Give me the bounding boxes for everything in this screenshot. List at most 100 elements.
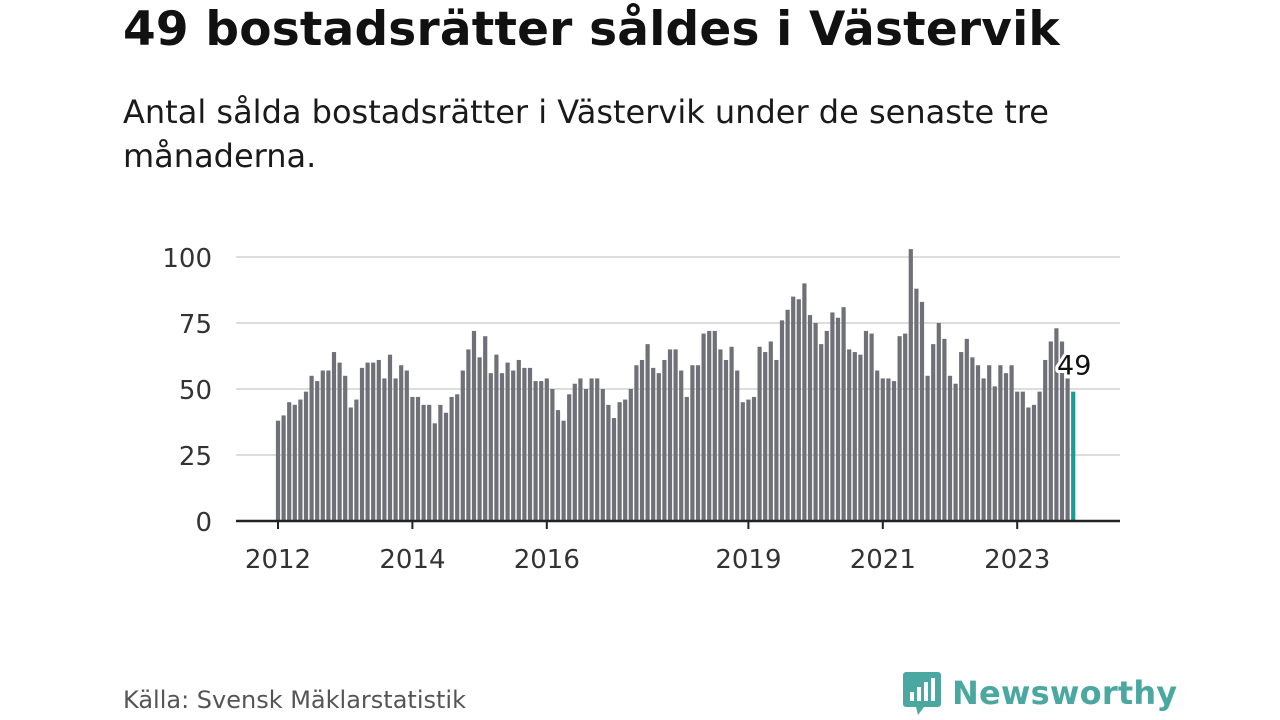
bar — [925, 375, 930, 521]
chart-subtitle: Antal sålda bostadsrätter i Västervik un… — [123, 93, 1049, 175]
bar — [841, 307, 846, 521]
bar — [550, 389, 555, 521]
bar — [371, 362, 376, 521]
bar — [729, 346, 734, 521]
bar — [539, 381, 544, 521]
x-tick-label: 2021 — [850, 545, 916, 575]
bar — [970, 357, 975, 521]
bar — [365, 362, 370, 521]
bar — [740, 402, 745, 521]
bar — [903, 333, 908, 521]
bar — [320, 370, 325, 521]
bar — [292, 404, 297, 521]
bar — [455, 394, 460, 521]
bar — [376, 359, 381, 521]
bar — [634, 365, 639, 521]
bar — [583, 389, 589, 521]
bar-highlight — [1071, 391, 1076, 521]
bar — [863, 330, 869, 521]
bar — [404, 370, 409, 521]
bar — [443, 412, 449, 521]
bar — [382, 378, 387, 521]
bar — [623, 399, 628, 521]
bar — [942, 338, 947, 521]
bar — [947, 375, 953, 521]
data-label-last: 49 — [1057, 351, 1091, 382]
bar — [673, 349, 678, 521]
bar — [763, 352, 768, 521]
bar — [723, 359, 729, 521]
brand-logo: Newsworthy — [902, 670, 1177, 716]
bar — [835, 317, 841, 521]
x-tick-label: 2012 — [245, 545, 311, 575]
bar — [1026, 407, 1031, 521]
chart-title: 49 bostadsrätter såldes i Västervik — [123, 2, 1060, 57]
bar — [628, 389, 633, 521]
bar — [544, 378, 549, 521]
bar — [449, 396, 454, 521]
bar — [1031, 404, 1037, 521]
bar — [466, 349, 471, 521]
bar — [891, 381, 897, 521]
bar — [303, 391, 309, 521]
bar — [975, 365, 981, 521]
x-tick-label: 2019 — [715, 545, 781, 575]
bar — [639, 359, 645, 521]
bar — [1009, 365, 1014, 521]
bar — [785, 309, 790, 521]
bar — [869, 333, 874, 521]
bar — [572, 383, 577, 521]
bar — [779, 320, 785, 521]
bar — [875, 370, 880, 521]
x-tick-label: 2016 — [514, 545, 580, 575]
bar — [359, 367, 365, 521]
bar — [1015, 391, 1020, 521]
bar — [410, 396, 415, 521]
bar — [1043, 359, 1048, 521]
bar — [852, 352, 857, 521]
y-tick-label: 100 — [162, 244, 212, 274]
bar — [695, 365, 701, 521]
bar — [914, 288, 919, 521]
bar — [315, 381, 320, 521]
bar — [561, 420, 566, 521]
bar — [1054, 328, 1059, 521]
y-tick-label: 25 — [179, 442, 212, 472]
bar — [936, 323, 941, 521]
bar — [718, 349, 723, 521]
brand-name: Newsworthy — [952, 674, 1178, 712]
bar — [897, 336, 902, 521]
bar — [477, 357, 482, 521]
bar — [813, 323, 818, 521]
bar — [819, 344, 824, 521]
source-note: Källa: Svensk Mäklarstatistik — [123, 686, 466, 714]
y-tick-label: 75 — [179, 310, 212, 340]
bar — [992, 386, 997, 521]
bar — [348, 407, 353, 521]
bar — [460, 370, 465, 521]
bar — [533, 381, 538, 521]
bar — [399, 365, 404, 521]
bar — [998, 365, 1003, 521]
bar — [1065, 378, 1070, 521]
bar — [354, 399, 359, 521]
bar — [847, 349, 852, 521]
bar — [522, 367, 527, 521]
bar — [421, 404, 426, 521]
bar — [774, 359, 779, 521]
bar — [690, 365, 695, 521]
bar — [830, 312, 835, 521]
x-tick-label: 2023 — [984, 545, 1050, 575]
bar — [807, 315, 813, 521]
bar — [281, 415, 286, 521]
bar — [981, 378, 986, 521]
bar — [606, 404, 611, 521]
y-tick-label: 50 — [179, 376, 212, 406]
bar — [393, 378, 398, 521]
bar — [438, 404, 443, 521]
bar — [908, 249, 913, 521]
bar — [499, 373, 505, 521]
bar — [964, 338, 969, 521]
x-tick-label: 2014 — [379, 545, 445, 575]
